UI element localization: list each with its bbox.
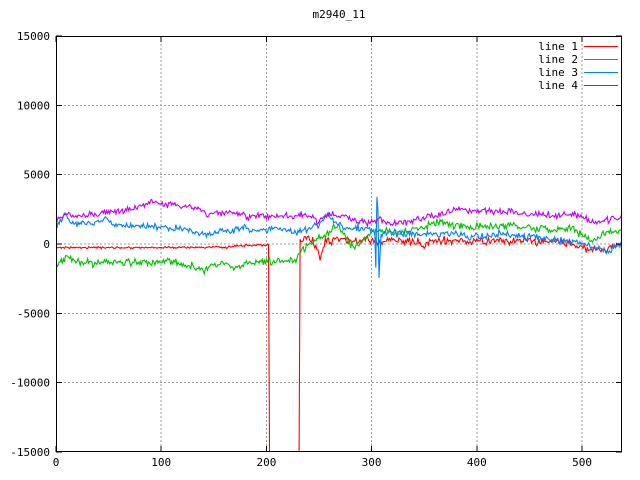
y-tick-label: 0: [43, 238, 50, 251]
legend: line 1 line 2 line 3 line 4: [538, 40, 618, 92]
legend-line-sample: [584, 85, 618, 86]
legend-label: line 1: [538, 40, 578, 53]
series-path-line-4: [56, 198, 622, 228]
y-tick-label: 15000: [17, 30, 50, 43]
y-tick-label: 5000: [24, 169, 51, 182]
chart-title: m2940_11: [312, 8, 366, 21]
x-tick-label: 0: [53, 456, 60, 469]
legend-row: line 4: [538, 79, 618, 92]
x-tick-label: 500: [572, 456, 592, 469]
y-tick-label: -10000: [10, 377, 50, 390]
y-tick-label: -5000: [17, 307, 50, 320]
x-tick-label: 400: [467, 456, 487, 469]
legend-label: line 4: [538, 79, 578, 92]
legend-line-sample: [584, 72, 618, 73]
legend-row: line 1: [538, 40, 618, 53]
series-path-line-1: [56, 235, 622, 452]
legend-label: line 3: [538, 66, 578, 79]
x-tick-label: 200: [256, 456, 276, 469]
series-path-line-3: [56, 196, 622, 279]
legend-label: line 2: [538, 53, 578, 66]
y-tick-label: 10000: [17, 99, 50, 112]
legend-line-sample: [584, 46, 618, 47]
legend-row: line 3: [538, 66, 618, 79]
x-tick-label: 300: [362, 456, 382, 469]
x-tick-label: 100: [151, 456, 171, 469]
legend-line-sample: [584, 59, 618, 60]
legend-row: line 2: [538, 53, 618, 66]
y-tick-label: -15000: [10, 446, 50, 459]
